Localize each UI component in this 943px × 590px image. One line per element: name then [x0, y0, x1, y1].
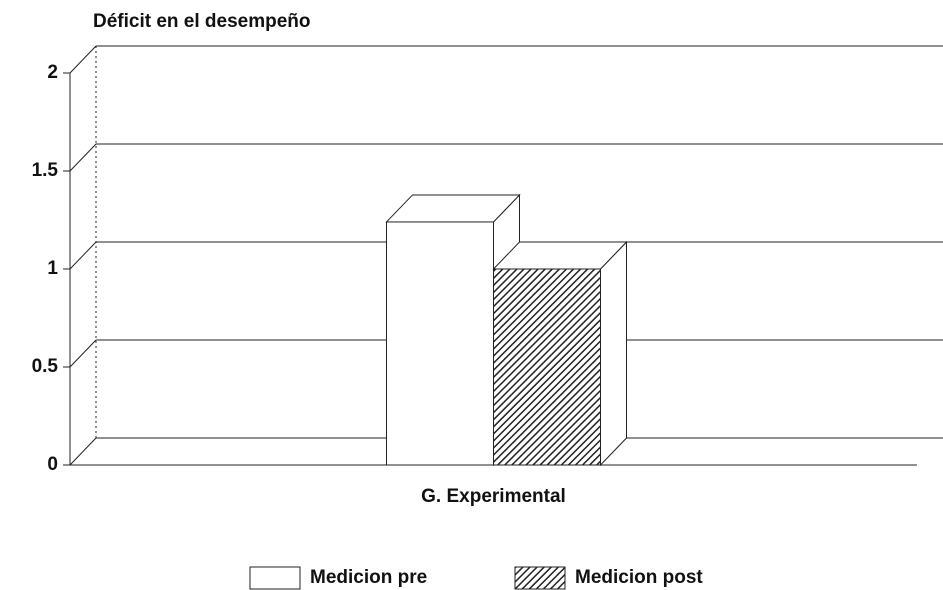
y-tick-label: 0	[47, 454, 58, 475]
wall-tick	[69, 45, 97, 74]
legend-swatch	[249, 566, 301, 590]
wall-tick	[69, 437, 97, 466]
y-tick-label: 2	[47, 62, 58, 83]
y-tick-label: 1.5	[32, 160, 59, 181]
wall-tick	[69, 143, 97, 172]
bar	[386, 221, 494, 466]
legend-swatch	[514, 566, 566, 590]
y-axis-label: Déficit en el desempeño	[93, 11, 311, 32]
wall-tick	[69, 339, 97, 368]
bar	[493, 268, 601, 466]
legend-label: Medicion post	[575, 567, 703, 588]
y-tick-label: 1	[47, 258, 58, 279]
legend-label: Medicion pre	[310, 567, 427, 588]
wall-tick	[69, 241, 97, 270]
bar-side	[600, 240, 627, 467]
y-tick-label: 0.5	[32, 356, 59, 377]
x-tick-label: G. Experimental	[421, 486, 566, 507]
